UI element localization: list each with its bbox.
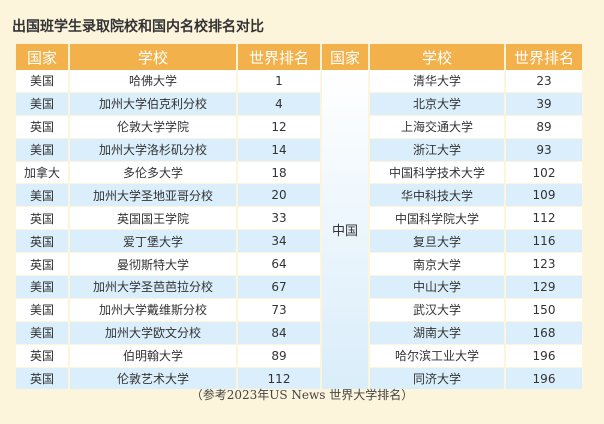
table-row: 美国 加州大学洛杉矶分校 14 浙江大学 93 xyxy=(16,138,582,162)
china-world-rank-cell: 93 xyxy=(506,138,582,162)
table-row: 美国 哈佛大学 1 中国 清华大学 23 xyxy=(16,70,582,391)
world-rank-cell: 89 xyxy=(238,344,320,368)
header-country-china: 国家 xyxy=(322,44,368,70)
china-school-cell: 同济大学 xyxy=(370,367,504,391)
ranking-table: 国家 学校 世界排名 国家 学校 世界排名 美国 哈佛大学 1 中国 清华大学 23 美国加… xyxy=(14,44,584,391)
source-note: （参考2023年US News 世界大学排名） xyxy=(190,388,414,402)
school-cell: 加州大学圣地亚哥分校 xyxy=(70,184,236,208)
school-cell: 加州大学洛杉矶分校 xyxy=(70,138,236,162)
table-row: 英国 伦敦大学学院 12 上海交通大学 89 xyxy=(16,115,582,139)
world-rank-cell: 14 xyxy=(238,138,320,162)
table-row: 英国 伯明翰大学 89 哈尔滨工业大学 196 xyxy=(16,344,582,368)
school-cell: 英国国王学院 xyxy=(70,207,236,231)
country-cell: 美国 xyxy=(16,138,68,162)
school-cell: 哈佛大学 xyxy=(70,70,236,93)
table-body: 美国 哈佛大学 1 中国 清华大学 23 美国 加州大学伯克利分校 4 北京大学 39 英国 伦敦大学学… xyxy=(16,70,582,391)
china-school-cell: 北京大学 xyxy=(370,92,504,116)
china-school-cell: 中国科学技术大学 xyxy=(370,161,504,185)
table-row: 英国 伦敦艺术大学 112 同济大学 196 xyxy=(16,367,582,391)
china-school-cell: 上海交通大学 xyxy=(370,115,504,139)
table-row: 美国 加州大学伯克利分校 4 北京大学 39 xyxy=(16,92,582,116)
country-cell: 美国 xyxy=(16,92,68,116)
country-cell: 美国 xyxy=(16,298,68,322)
world-rank-cell: 4 xyxy=(238,92,320,116)
china-world-rank-cell: 23 xyxy=(506,70,582,93)
china-world-rank-cell: 39 xyxy=(506,92,582,116)
country-cell: 英国 xyxy=(16,253,68,277)
world-rank-cell: 18 xyxy=(238,161,320,185)
china-school-cell: 哈尔滨工业大学 xyxy=(370,344,504,368)
country-cell: 英国 xyxy=(16,230,68,254)
china-world-rank-cell: 196 xyxy=(506,367,582,391)
world-rank-cell: 67 xyxy=(238,276,320,299)
table-row: 美国 加州大学圣地亚哥分校 20 华中科技大学 109 xyxy=(16,184,582,208)
table-row: 美国 加州大学戴维斯分校 73 武汉大学 150 xyxy=(16,298,582,322)
table-row: 美国 加州大学欧文分校 84 湖南大学 168 xyxy=(16,321,582,345)
country-cell: 加拿大 xyxy=(16,161,68,185)
country-cell: 美国 xyxy=(16,321,68,345)
world-rank-cell: 84 xyxy=(238,321,320,345)
china-country-cell: 中国 xyxy=(322,70,368,391)
china-school-cell: 复旦大学 xyxy=(370,230,504,254)
school-cell: 加州大学戴维斯分校 xyxy=(70,298,236,322)
school-cell: 爱丁堡大学 xyxy=(70,230,236,254)
world-rank-cell: 20 xyxy=(238,184,320,208)
table-row: 英国 英国国王学院 33 中国科学院大学 112 xyxy=(16,207,582,231)
table-row: 英国 爱丁堡大学 34 复旦大学 116 xyxy=(16,230,582,254)
china-school-cell: 华中科技大学 xyxy=(370,184,504,208)
china-school-cell: 清华大学 xyxy=(370,70,504,93)
school-cell: 加州大学圣芭芭拉分校 xyxy=(70,276,236,299)
header-china-school: 学校 xyxy=(370,44,504,70)
header-china-world-rank: 世界排名 xyxy=(506,44,582,70)
page-title: 出国班学生录取院校和国内名校排名对比 xyxy=(12,19,264,35)
world-rank-cell: 112 xyxy=(238,367,320,391)
table-row: 英国 曼彻斯特大学 64 南京大学 123 xyxy=(16,253,582,277)
china-school-cell: 浙江大学 xyxy=(370,138,504,162)
country-cell: 英国 xyxy=(16,115,68,139)
china-school-cell: 中国科学院大学 xyxy=(370,207,504,231)
china-world-rank-cell: 116 xyxy=(506,230,582,254)
china-world-rank-cell: 123 xyxy=(506,253,582,277)
china-world-rank-cell: 168 xyxy=(506,321,582,345)
country-cell: 美国 xyxy=(16,70,68,93)
table-row: 美国 加州大学圣芭芭拉分校 67 中山大学 129 xyxy=(16,276,582,299)
school-cell: 伦敦大学学院 xyxy=(70,115,236,139)
header-country: 国家 xyxy=(16,44,68,70)
china-world-rank-cell: 196 xyxy=(506,344,582,368)
china-school-cell: 中山大学 xyxy=(370,276,504,299)
country-cell: 英国 xyxy=(16,367,68,391)
china-world-rank-cell: 150 xyxy=(506,298,582,322)
school-cell: 加州大学伯克利分校 xyxy=(70,92,236,116)
world-rank-cell: 12 xyxy=(238,115,320,139)
china-world-rank-cell: 112 xyxy=(506,207,582,231)
country-cell: 美国 xyxy=(16,276,68,299)
world-rank-cell: 34 xyxy=(238,230,320,254)
country-cell: 英国 xyxy=(16,207,68,231)
table-header-row: 国家 学校 世界排名 国家 学校 世界排名 xyxy=(16,44,582,70)
header-school: 学校 xyxy=(70,44,236,70)
country-cell: 英国 xyxy=(16,344,68,368)
china-world-rank-cell: 102 xyxy=(506,161,582,185)
school-cell: 多伦多大学 xyxy=(70,161,236,185)
china-world-rank-cell: 89 xyxy=(506,115,582,139)
school-cell: 伦敦艺术大学 xyxy=(70,367,236,391)
header-world-rank: 世界排名 xyxy=(238,44,320,70)
world-rank-cell: 64 xyxy=(238,253,320,277)
world-rank-cell: 33 xyxy=(238,207,320,231)
world-rank-cell: 73 xyxy=(238,298,320,322)
table-row: 加拿大 多伦多大学 18 中国科学技术大学 102 xyxy=(16,161,582,185)
school-cell: 加州大学欧文分校 xyxy=(70,321,236,345)
school-cell: 曼彻斯特大学 xyxy=(70,253,236,277)
school-cell: 伯明翰大学 xyxy=(70,344,236,368)
china-world-rank-cell: 109 xyxy=(506,184,582,208)
country-cell: 美国 xyxy=(16,184,68,208)
china-school-cell: 南京大学 xyxy=(370,253,504,277)
china-world-rank-cell: 129 xyxy=(506,276,582,299)
china-school-cell: 湖南大学 xyxy=(370,321,504,345)
china-school-cell: 武汉大学 xyxy=(370,298,504,322)
world-rank-cell: 1 xyxy=(238,70,320,93)
